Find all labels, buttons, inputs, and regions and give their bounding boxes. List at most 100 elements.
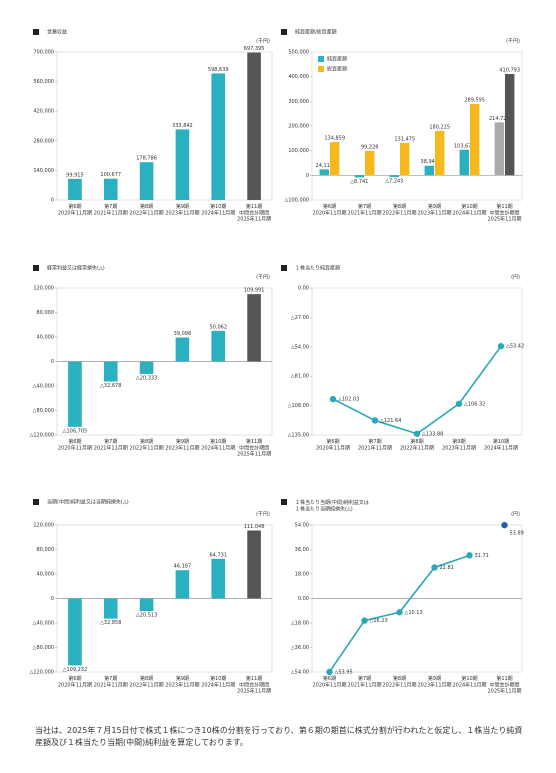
point [501, 521, 508, 529]
chart-title: １株当たり純資産額 [295, 265, 340, 272]
unit-label: (円) [511, 512, 520, 518]
x-tick-label: 第6期 2020年11月期 [312, 675, 346, 688]
plot-frame [311, 51, 523, 201]
y-tick-label: △120,000 [29, 433, 54, 439]
value-label: △133.88 [422, 431, 443, 437]
value-label: △106.32 [464, 401, 485, 407]
bar [469, 103, 480, 176]
value-label: 410,793 [499, 68, 520, 74]
value-label: △102.03 [338, 397, 359, 403]
plot-frame [56, 51, 273, 201]
bar [68, 178, 82, 200]
y-tick-label: △80,000 [33, 645, 54, 651]
bar [103, 361, 118, 382]
x-tick-label: 第9期 2023年11月期 [417, 203, 451, 216]
x-tick-label: 第11期中間会計期間 2025年11月期 [237, 675, 271, 695]
y-tick-label: △80,000 [33, 408, 54, 414]
bar [139, 162, 154, 200]
y-tick-label: △135.00 [288, 433, 309, 439]
title-marker [281, 499, 287, 505]
unit-label: (千円) [256, 274, 270, 281]
chart-title: 純資産額/総資産額 [295, 29, 337, 36]
x-tick-label: 第6期 2020年11月期 [58, 203, 92, 216]
y-tick-label: △54.00 [291, 670, 309, 676]
y-tick-label: 300,000 [288, 99, 309, 105]
point [326, 668, 333, 676]
x-tick-label: 第10期 2024年11月期 [452, 675, 486, 688]
y-tick-label: △18.00 [291, 621, 309, 627]
value-label: △109,232 [63, 667, 88, 673]
x-tick-label: 第10期 2024年11月期 [452, 203, 486, 216]
y-tick-label: △120,000 [29, 670, 54, 676]
x-tick-label: 第9期 2023年11月期 [165, 203, 199, 216]
y-tick-label: △40,000 [33, 621, 54, 627]
legend-swatch [318, 56, 324, 62]
y-tick-label: 200,000 [288, 124, 309, 130]
value-label: △121.64 [380, 418, 401, 424]
x-tick-label: 第11期中間会計期間 2025年11月期 [237, 438, 271, 458]
bar [247, 530, 261, 599]
title-marker [281, 29, 287, 35]
value-label: 31.71 [475, 553, 489, 559]
bar [247, 294, 261, 362]
value-label: △32,858 [100, 620, 121, 626]
point [361, 617, 368, 624]
x-tick-label: 第10期 2024年11月期 [201, 438, 235, 451]
y-tick-label: 0 [51, 198, 54, 204]
y-tick-label: 700,000 [33, 50, 54, 56]
value-label: 38,943 [421, 159, 439, 165]
y-tick-label: △40,000 [33, 384, 54, 390]
bar [211, 558, 226, 599]
unit-label: (千円) [506, 38, 520, 45]
y-tick-label: 40,000 [37, 335, 55, 341]
x-tick-label: 第8期 2022年11月期 [382, 675, 416, 688]
bar [354, 175, 365, 178]
y-tick-label: 80,000 [37, 310, 55, 316]
bar [68, 361, 82, 427]
value-label: △20,513 [136, 613, 157, 619]
x-tick-label: 第8期 2022年11月期 [382, 203, 416, 216]
point [329, 395, 337, 403]
bar [319, 169, 330, 176]
bar [175, 337, 190, 362]
value-label: 131,475 [394, 136, 415, 142]
y-tick-label: 100,000 [288, 148, 309, 154]
line [332, 345, 502, 435]
bar [103, 178, 118, 200]
value-label: △10.13 [405, 610, 423, 616]
x-tick-label: 第6期 2020年11月期 [316, 438, 350, 451]
legend-label: 総資産額 [327, 66, 347, 73]
value-label: △53.42 [506, 344, 524, 350]
y-tick-label: △100,000 [284, 198, 309, 204]
x-tick-label: 第7期 2021年11月期 [94, 203, 128, 216]
y-tick-label: 0.00 [298, 286, 309, 292]
x-tick-label: 第7期 2021年11月期 [94, 675, 128, 688]
value-label: 39,098 [174, 331, 192, 337]
x-tick-label: 第11期中間会計期間 2025年11月期 [487, 675, 521, 695]
value-label: 64,731 [210, 552, 228, 558]
y-tick-label: 80,000 [37, 547, 55, 553]
value-label: 109,991 [244, 288, 265, 294]
footnote: 当社は、2025年７月15日付で株式１株につき10株の分割を行っており、第６期の… [35, 726, 523, 747]
x-tick-label: 第6期 2020年11月期 [312, 203, 346, 216]
value-label: 100,677 [100, 172, 121, 178]
y-tick-label: 420,000 [33, 109, 54, 115]
bar [211, 73, 226, 200]
bar [68, 598, 82, 666]
legend-label: 純資産額 [327, 56, 347, 63]
x-tick-label: 第8期 2022年11月期 [130, 675, 164, 688]
point [413, 430, 421, 437]
x-tick-label: 第11期中間会計期間 2025年11月期 [487, 203, 521, 223]
title-marker [33, 499, 39, 505]
x-tick-label: 第9期 2023年11月期 [417, 675, 451, 688]
bar [103, 598, 118, 619]
y-tick-label: △36.00 [291, 645, 309, 651]
bar [504, 74, 515, 176]
y-tick-label: 54.00 [295, 523, 309, 529]
x-tick-label: 第8期 2022年11月期 [130, 203, 164, 216]
unit-label: (円) [511, 275, 520, 281]
bar [389, 175, 400, 178]
bar [329, 142, 340, 176]
x-tick-label: 第7期 2021年11月期 [347, 203, 381, 216]
y-tick-label: △81.00 [291, 374, 309, 380]
